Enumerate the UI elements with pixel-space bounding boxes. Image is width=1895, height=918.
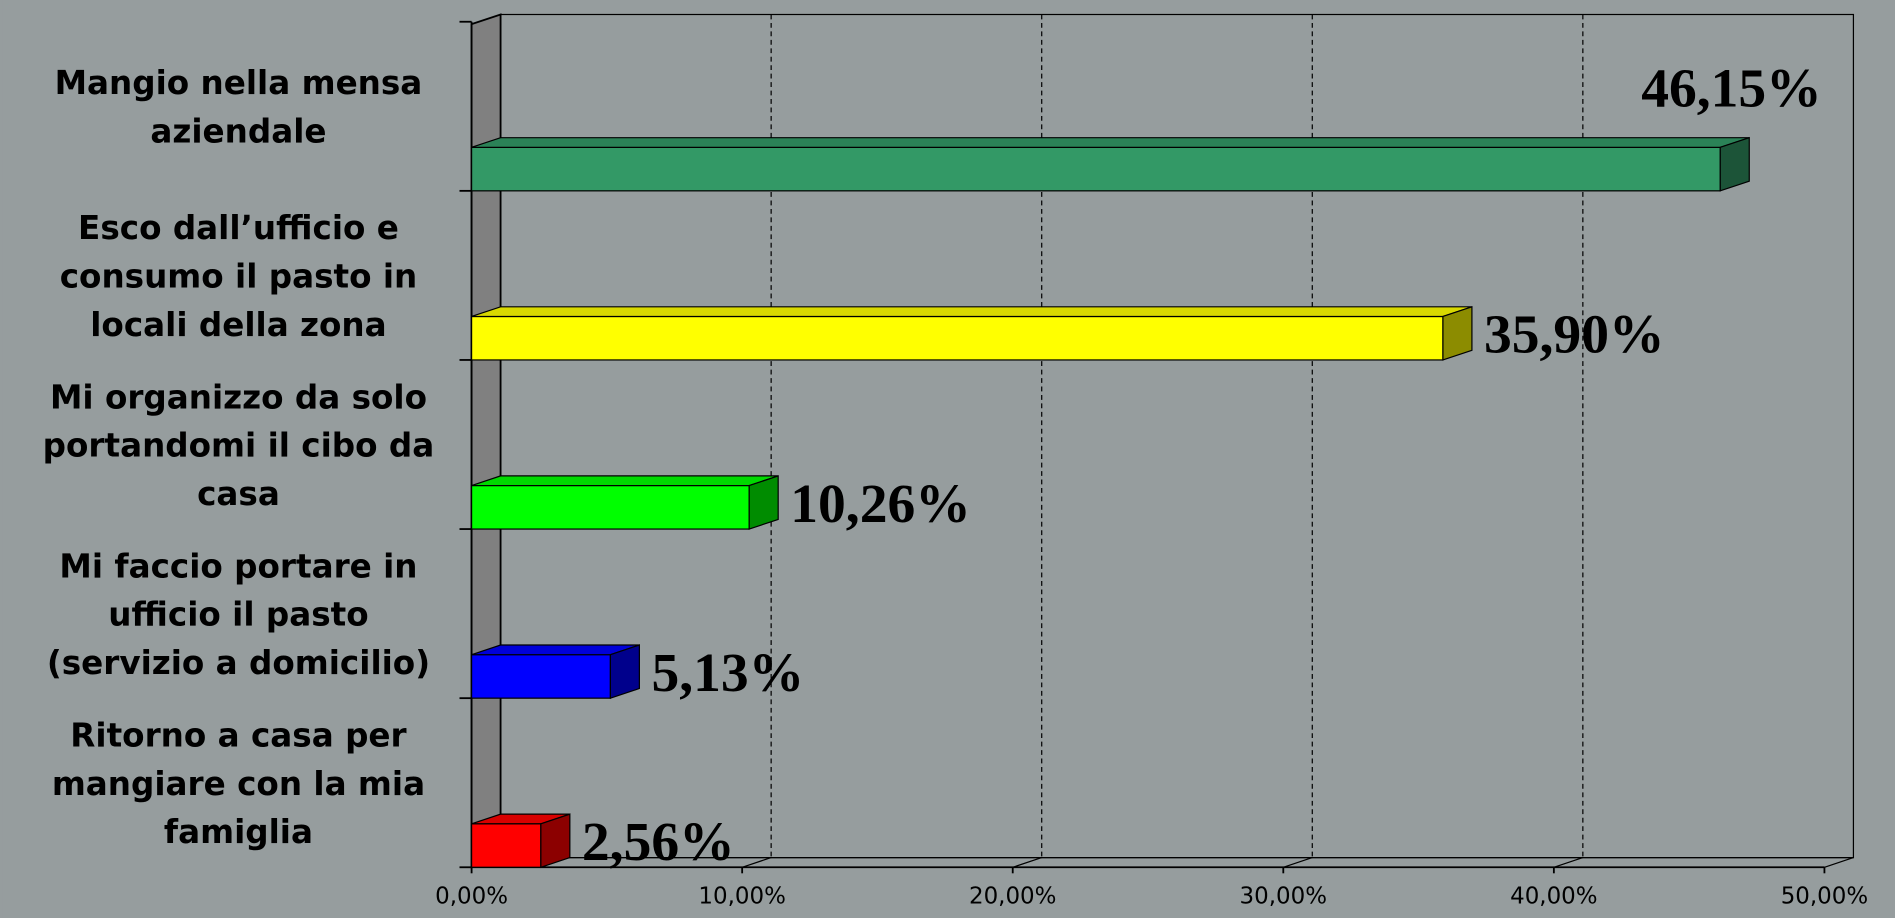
bar bbox=[470, 823, 542, 868]
bar-side bbox=[540, 813, 571, 869]
x-tick-label: 40,00% bbox=[1510, 884, 1597, 910]
floor-grid bbox=[741, 857, 772, 868]
category-label: Mi organizzo da solo portandomi il cibo d… bbox=[43, 378, 435, 513]
x-tick-label: 0,00% bbox=[435, 884, 508, 910]
bar-side bbox=[1442, 305, 1473, 361]
bar-top bbox=[471, 137, 1750, 148]
value-label: 5,13% bbox=[651, 642, 804, 704]
bar-top bbox=[471, 306, 1473, 318]
floor-grid bbox=[1283, 857, 1313, 868]
value-label: 2,56% bbox=[582, 811, 735, 873]
value-label: 35,90% bbox=[1484, 304, 1665, 366]
x-tick-label: 30,00% bbox=[1240, 884, 1327, 910]
x-tick-label: 20,00% bbox=[969, 884, 1056, 910]
bar-top bbox=[471, 475, 779, 487]
bar-side bbox=[609, 644, 640, 700]
x-tick-label: 50,00% bbox=[1781, 884, 1868, 910]
category-label: Mangio nella mensa aziendale bbox=[55, 64, 423, 150]
x-tick-label: 10,00% bbox=[698, 884, 785, 910]
floor-grid bbox=[1824, 857, 1854, 868]
bar bbox=[470, 654, 611, 699]
bar-side bbox=[1719, 136, 1750, 192]
category-label: Ritorno a casa per mangiare con la mia fam… bbox=[52, 716, 425, 851]
value-label: 46,15% bbox=[1641, 57, 1822, 119]
value-label: 10,26% bbox=[790, 473, 971, 535]
bar bbox=[470, 146, 1721, 192]
floor-grid bbox=[1553, 857, 1584, 868]
category-label: Mi faccio portare in ufficio il pasto (ser… bbox=[47, 547, 430, 682]
bar-side bbox=[748, 475, 779, 530]
floor-grid bbox=[1012, 857, 1042, 868]
category-label: Esco dall’ufficio e consumo il pasto in lo… bbox=[60, 209, 418, 344]
bar bbox=[470, 484, 750, 530]
bar bbox=[470, 315, 1444, 361]
